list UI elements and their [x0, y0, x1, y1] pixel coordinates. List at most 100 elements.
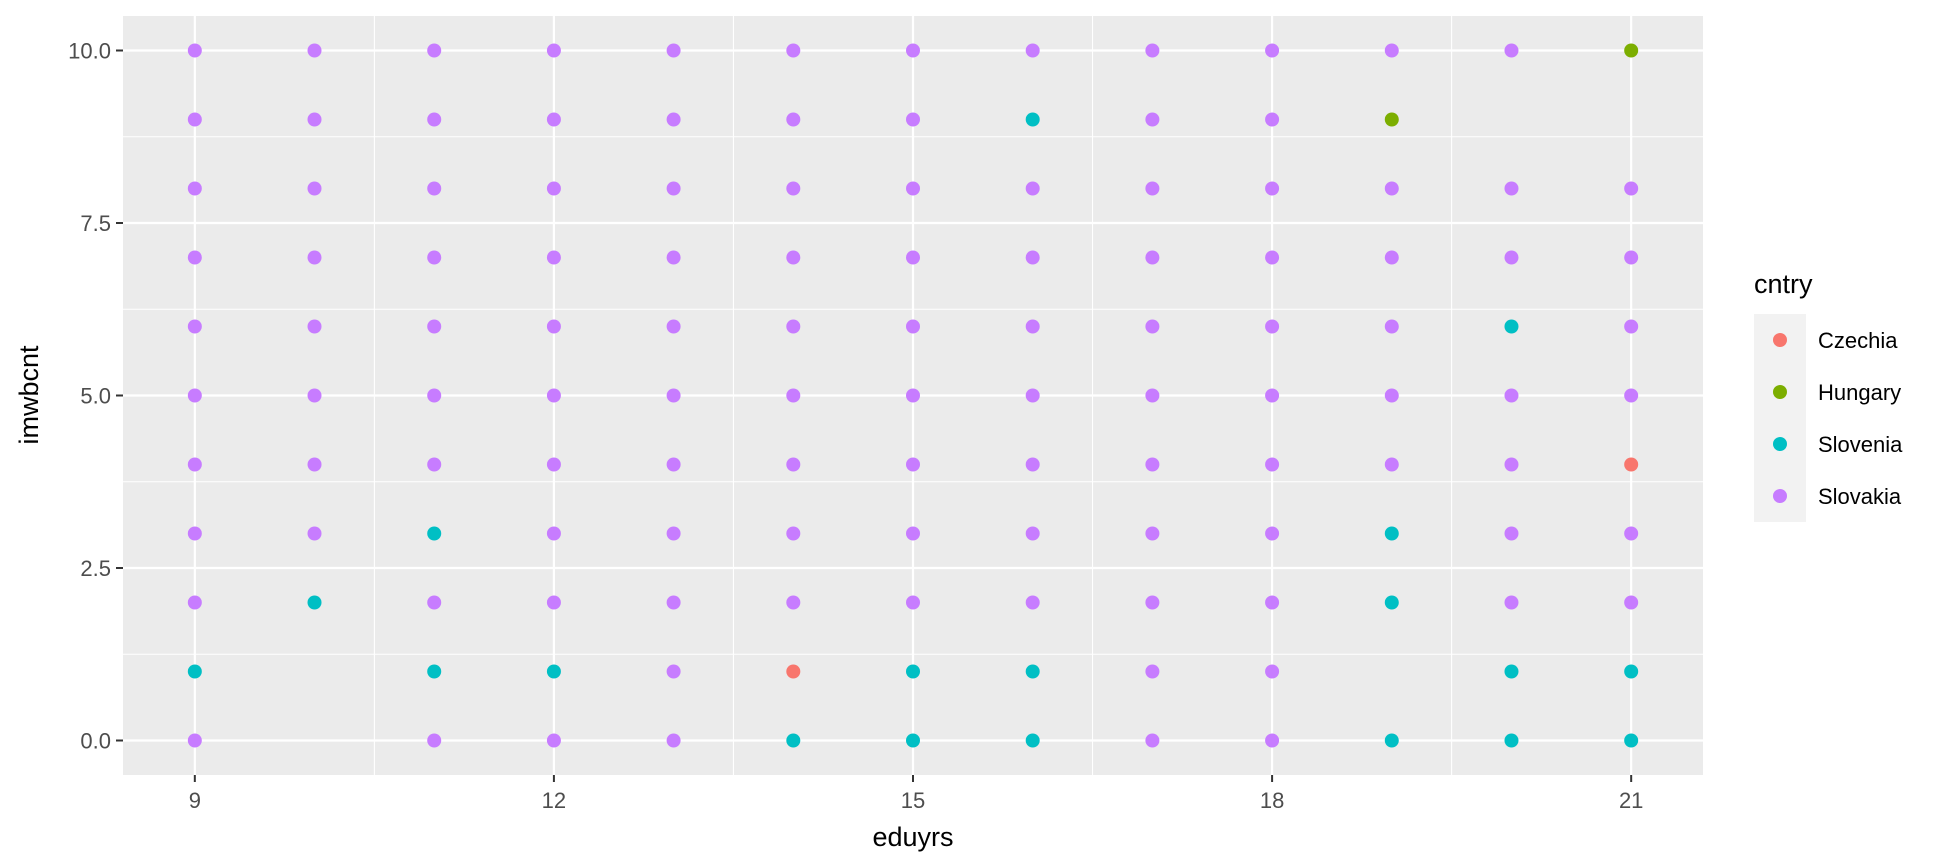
- data-point: [1384, 457, 1399, 472]
- data-point: [307, 319, 322, 334]
- data-point: [427, 733, 442, 748]
- data-points: [187, 43, 1639, 748]
- data-point: [1504, 526, 1519, 541]
- legend-label-hungary: Hungary: [1818, 380, 1901, 405]
- y-tick-label: 10.0: [68, 39, 111, 64]
- legend-key-hungary: [1773, 385, 1787, 399]
- data-point: [1384, 250, 1399, 265]
- data-point: [187, 457, 202, 472]
- data-point: [1145, 250, 1160, 265]
- data-point: [1145, 595, 1160, 610]
- y-tick-label: 7.5: [80, 211, 111, 236]
- data-point: [1624, 664, 1639, 679]
- legend-title: cntry: [1754, 269, 1813, 299]
- data-point: [1265, 526, 1280, 541]
- data-point: [1384, 43, 1399, 58]
- data-point: [906, 733, 920, 748]
- data-point: [307, 43, 322, 58]
- data-point: [427, 43, 442, 58]
- data-point: [1025, 43, 1040, 58]
- data-point: [1384, 181, 1399, 196]
- series-hungary: [1384, 43, 1639, 127]
- data-point: [1384, 319, 1399, 334]
- data-point: [1504, 664, 1519, 679]
- x-axis-title: eduyrs: [872, 822, 953, 852]
- data-point: [1265, 457, 1280, 472]
- data-point: [1504, 250, 1519, 265]
- x-tick-label: 18: [1260, 788, 1284, 813]
- y-tick-label: 0.0: [80, 729, 111, 754]
- data-point: [786, 112, 801, 127]
- data-point: [427, 388, 442, 403]
- data-point: [1624, 43, 1639, 58]
- series-czechia: [786, 457, 1639, 679]
- data-point: [1624, 250, 1639, 265]
- data-point: [1265, 112, 1280, 127]
- data-point: [666, 112, 681, 127]
- legend-key-slovenia: [1773, 437, 1787, 451]
- data-point: [786, 595, 801, 610]
- data-point: [906, 43, 920, 58]
- data-point: [1624, 595, 1639, 610]
- data-point: [546, 112, 561, 127]
- data-point: [906, 181, 920, 196]
- data-point: [1145, 181, 1160, 196]
- series-slovakia: [187, 43, 1639, 748]
- data-point: [786, 526, 801, 541]
- x-tick-label: 21: [1619, 788, 1643, 813]
- series-slovenia: [187, 112, 1639, 748]
- data-point: [1624, 388, 1639, 403]
- data-point: [427, 112, 442, 127]
- data-point: [1145, 733, 1160, 748]
- data-point: [1504, 43, 1519, 58]
- data-point: [906, 250, 920, 265]
- data-point: [1265, 595, 1280, 610]
- data-point: [427, 457, 442, 472]
- data-point: [187, 733, 202, 748]
- data-point: [1025, 733, 1040, 748]
- data-point: [1265, 181, 1280, 196]
- data-point: [427, 526, 442, 541]
- data-point: [546, 457, 561, 472]
- legend-label-czechia: Czechia: [1818, 328, 1898, 353]
- data-point: [1025, 526, 1040, 541]
- data-point: [427, 664, 442, 679]
- data-point: [1624, 526, 1639, 541]
- data-point: [546, 733, 561, 748]
- data-point: [1504, 457, 1519, 472]
- data-point: [906, 388, 920, 403]
- data-point: [1025, 181, 1040, 196]
- data-point: [1265, 250, 1280, 265]
- data-point: [546, 664, 561, 679]
- x-tick-label: 12: [542, 788, 566, 813]
- data-point: [1025, 112, 1040, 127]
- x-tick-label: 15: [901, 788, 925, 813]
- legend-key-czechia: [1773, 333, 1787, 347]
- data-point: [1025, 319, 1040, 334]
- data-point: [1025, 457, 1040, 472]
- data-point: [1025, 664, 1040, 679]
- data-point: [1384, 595, 1399, 610]
- data-point: [786, 319, 801, 334]
- legend-items: Czechia Hungary Slovenia Slovakia: [1773, 328, 1903, 509]
- legend-key-background: [1754, 314, 1806, 522]
- data-point: [666, 250, 681, 265]
- data-point: [187, 664, 202, 679]
- x-tick-label: 9: [189, 788, 201, 813]
- legend-label-slovenia: Slovenia: [1818, 432, 1903, 457]
- data-point: [307, 112, 322, 127]
- data-point: [786, 43, 801, 58]
- data-point: [307, 526, 322, 541]
- data-point: [906, 664, 920, 679]
- data-point: [187, 388, 202, 403]
- data-point: [1145, 457, 1160, 472]
- data-point: [546, 250, 561, 265]
- data-point: [546, 595, 561, 610]
- data-point: [666, 43, 681, 58]
- data-point: [1265, 43, 1280, 58]
- data-point: [666, 595, 681, 610]
- data-point: [1384, 733, 1399, 748]
- data-point: [187, 319, 202, 334]
- legend-label-slovakia: Slovakia: [1818, 484, 1902, 509]
